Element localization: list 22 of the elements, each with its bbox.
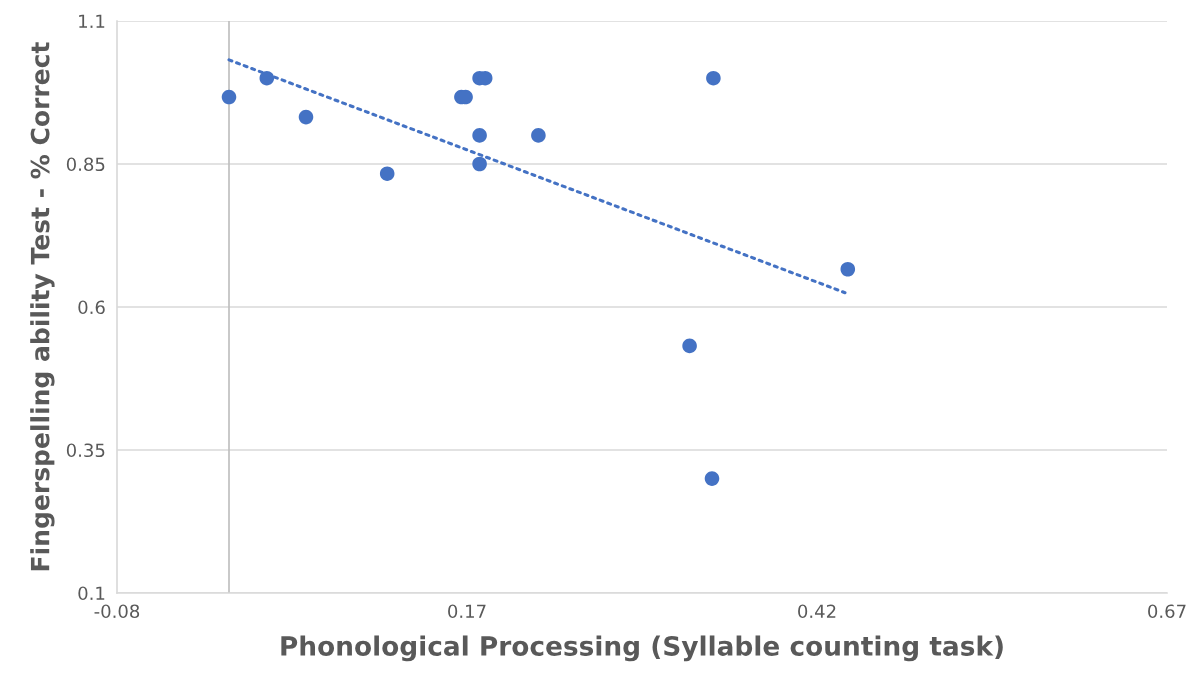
x-tick-label: 0.17 [448,604,486,619]
point [259,70,275,86]
x-tick-label: 0.42 [798,604,836,619]
point [704,471,720,486]
point [472,128,487,143]
point [379,166,395,182]
y-tick-label: 0.6 [78,300,105,315]
point [706,70,721,86]
point [298,109,314,125]
point [472,156,487,172]
point [682,338,697,354]
y-tick-label: 0.35 [66,443,105,458]
point [221,89,237,105]
x-axis-title: Phonological Processing (Syllable counting task) [281,635,1003,662]
point [840,261,856,277]
y-tick-label: 0.85 [66,157,105,172]
y-tick-label: 1.1 [79,14,105,28]
x-tick-label: 0.67 [1148,604,1186,619]
y-tick-label: 0.1 [78,586,105,601]
point [531,128,546,143]
x-tick-label: -0.08 [94,604,140,619]
y-axis-title: Fingerspelling ability Test - % Correct [30,42,55,571]
